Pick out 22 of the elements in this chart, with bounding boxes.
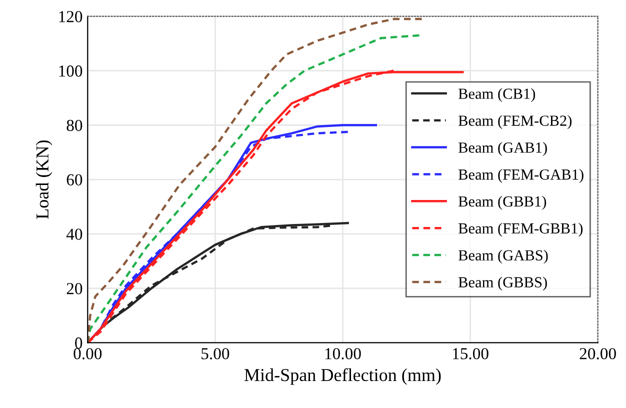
x-tick-label: 15.00: [453, 348, 488, 360]
x-tick-label: 10.00: [325, 348, 361, 360]
legend-label: Beam (GAB1): [458, 142, 547, 156]
y-tick-label: 0: [75, 337, 82, 349]
y-tick-label: 20: [66, 283, 82, 294]
legend-label: Beam (GBB1): [458, 196, 546, 210]
y-tick-label: 40: [66, 228, 82, 240]
legend-label: Beam (FEM-GAB1): [458, 168, 584, 183]
x-axis-title: Mid-Span Deflection (mm): [244, 368, 441, 385]
x-tick-label: 0.00: [74, 348, 102, 360]
y-tick-label: 60: [66, 174, 82, 186]
legend-label: Beam (FEM-GBB1): [458, 222, 583, 237]
legend-label: Beam (FEM-CB2): [458, 115, 572, 129]
y-axis-title: Load (KN): [36, 140, 52, 219]
x-tick-label: 5.00: [202, 348, 230, 360]
y-tick-label: 120: [59, 11, 82, 22]
x-tick-label: 20.00: [580, 348, 616, 360]
legend-label: Beam (GABS): [458, 250, 548, 264]
legend-label: Beam (CB1): [458, 88, 536, 102]
y-tick-label: 100: [59, 65, 82, 77]
legend-label: Beam (GBBS): [458, 276, 547, 291]
y-tick-label: 80: [66, 120, 82, 132]
